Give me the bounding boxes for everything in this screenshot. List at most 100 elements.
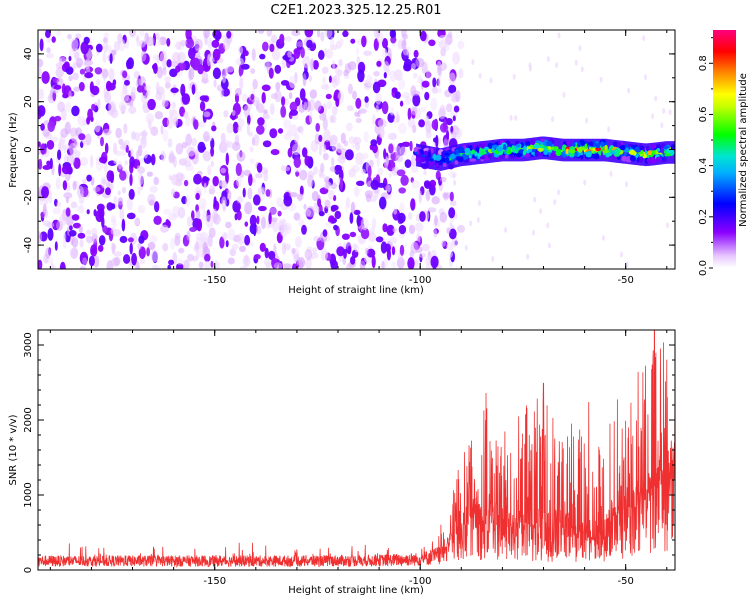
noise-blob <box>389 30 396 38</box>
noise-blob <box>194 149 200 158</box>
noise-blob <box>403 58 413 72</box>
colorbar: 0.0 0.2 0.4 0.6 0.8 Normalized spectral ampl… <box>698 30 749 276</box>
noise-blob <box>203 182 207 195</box>
noise-blob <box>205 214 214 228</box>
noise-blob <box>448 84 457 94</box>
noise-blob <box>382 38 388 49</box>
signal-point <box>670 144 675 151</box>
faint-blob <box>471 59 475 65</box>
snr-series-line <box>38 330 675 568</box>
noise-blob <box>330 204 339 211</box>
noise-blob <box>212 48 221 61</box>
noise-blob <box>325 48 334 59</box>
noise-blob <box>220 167 227 174</box>
noise-blob <box>431 196 440 205</box>
noise-blob <box>140 50 147 62</box>
signal-point <box>438 162 443 166</box>
signal-point <box>550 152 557 158</box>
noise-blob <box>42 220 51 227</box>
noise-blob <box>298 218 305 227</box>
noise-blob <box>437 65 442 76</box>
noise-blob <box>315 122 321 132</box>
noise-blob <box>72 72 79 81</box>
noise-blob <box>388 143 394 154</box>
noise-blob <box>189 227 197 232</box>
noise-blob <box>268 67 274 79</box>
noise-blob <box>77 232 86 239</box>
noise-blob <box>238 65 243 77</box>
noise-blob <box>153 215 162 225</box>
signal-point <box>568 149 576 154</box>
noise-blob <box>241 63 250 70</box>
faint-blob <box>449 222 453 228</box>
noise-blob <box>129 30 136 38</box>
signal-point <box>656 148 660 152</box>
noise-blob <box>204 253 211 262</box>
noise-blob <box>381 101 389 115</box>
noise-blob <box>315 206 320 214</box>
noise-blob <box>349 212 354 224</box>
noise-blob <box>421 80 430 88</box>
signal-point <box>469 145 473 151</box>
signal-point <box>527 148 533 153</box>
noise-blob <box>167 264 171 269</box>
noise-blob <box>404 159 412 169</box>
noise-blob <box>53 84 62 90</box>
noise-blob <box>364 96 369 103</box>
signal-point <box>429 158 434 162</box>
noise-blob <box>55 67 64 78</box>
noise-blob <box>212 67 221 80</box>
noise-blob <box>212 121 216 127</box>
noise-blob <box>423 170 427 176</box>
noise-blob <box>377 118 387 128</box>
noise-blob <box>448 72 456 86</box>
noise-blob <box>51 36 56 43</box>
noise-blob <box>206 54 211 67</box>
noise-blob <box>397 78 406 90</box>
signal-point <box>639 156 644 163</box>
noise-blob <box>334 164 342 172</box>
noise-blob <box>352 90 357 100</box>
noise-blob <box>236 175 242 187</box>
noise-blob <box>74 51 80 60</box>
noise-blob <box>414 222 424 232</box>
noise-blob <box>391 87 398 94</box>
noise-blob <box>343 69 349 77</box>
noise-blob <box>283 119 292 130</box>
signal-point <box>464 156 469 160</box>
noise-blob <box>331 138 337 152</box>
noise-blob <box>379 126 385 139</box>
noise-blob <box>198 197 207 210</box>
signal-point <box>647 150 652 156</box>
noise-blob <box>350 201 356 214</box>
signal-point <box>479 148 486 155</box>
noise-blob <box>304 208 312 217</box>
noise-blob <box>418 190 422 204</box>
noise-blob <box>419 211 426 222</box>
noise-blob <box>289 109 298 116</box>
noise-blob <box>110 183 115 190</box>
noise-blob <box>381 260 385 269</box>
noise-blob <box>293 156 301 168</box>
signal-point <box>612 141 618 148</box>
noise-blob <box>151 264 160 269</box>
y-tick-label: 0 <box>23 567 34 573</box>
noise-blob <box>103 161 108 173</box>
noise-blob <box>196 218 203 232</box>
noise-blob <box>438 87 442 94</box>
noise-blob <box>293 212 301 221</box>
noise-blob <box>237 233 245 245</box>
noise-blob <box>211 125 217 132</box>
signal-point <box>663 145 669 150</box>
noise-blob <box>143 150 148 159</box>
noise-blob <box>249 214 257 227</box>
noise-blob <box>203 131 210 142</box>
noise-blob <box>412 72 418 79</box>
noise-blob <box>236 196 244 204</box>
noise-blob <box>236 210 242 221</box>
noise-blob <box>355 47 360 56</box>
signal-point <box>458 146 465 154</box>
noise-blob <box>168 213 177 221</box>
noise-blob <box>146 171 153 177</box>
noise-blob <box>62 180 68 191</box>
